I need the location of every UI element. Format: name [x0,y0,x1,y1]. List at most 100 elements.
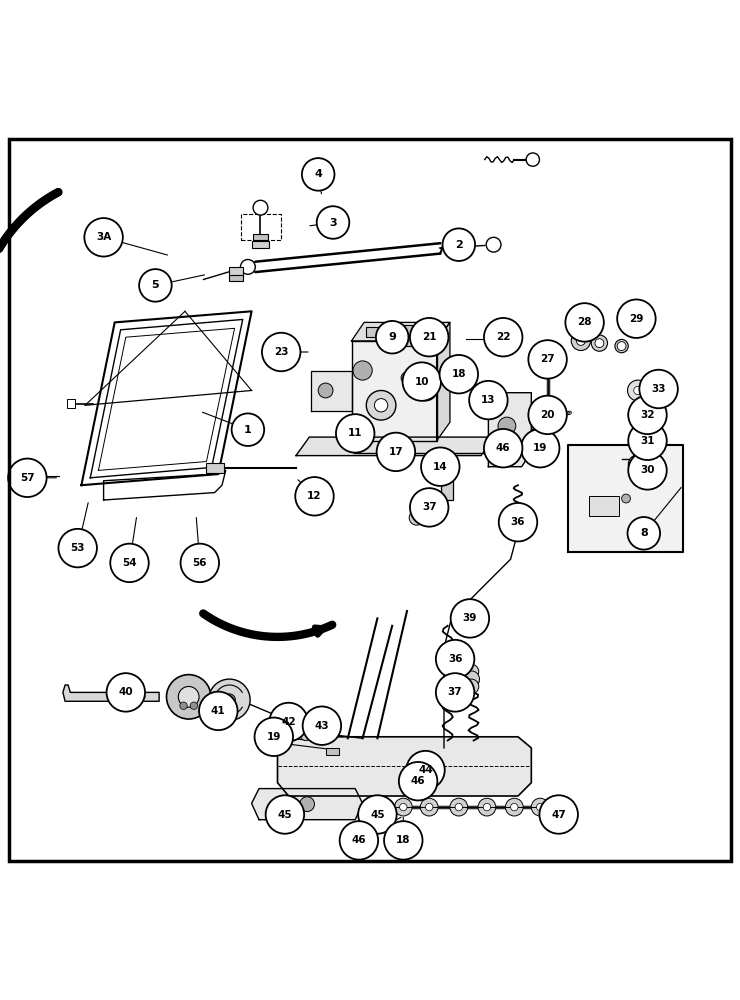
Text: 45: 45 [278,810,292,820]
Circle shape [403,362,441,401]
Text: 19: 19 [533,443,548,453]
Polygon shape [311,370,352,411]
Text: 39: 39 [462,613,477,623]
Circle shape [253,200,268,215]
Text: 14: 14 [433,462,448,472]
Text: 44: 44 [418,765,433,775]
Circle shape [419,504,425,510]
Circle shape [366,390,396,420]
Circle shape [633,386,642,395]
Circle shape [464,664,479,679]
Circle shape [199,692,238,730]
Circle shape [240,260,255,274]
Polygon shape [296,437,494,456]
Bar [633,454,640,463]
Text: 46: 46 [411,776,426,786]
Circle shape [266,795,304,834]
Bar [589,496,619,516]
Circle shape [478,798,496,816]
Circle shape [139,269,172,302]
Circle shape [410,488,448,527]
Circle shape [401,372,413,384]
Text: 46: 46 [496,443,511,453]
Circle shape [420,505,435,520]
Circle shape [336,414,374,453]
Text: 43: 43 [314,721,329,731]
Text: 4: 4 [314,169,322,179]
Text: 18: 18 [396,835,411,845]
Circle shape [463,671,480,687]
Circle shape [615,339,628,353]
Circle shape [484,429,522,467]
Circle shape [634,461,642,468]
Circle shape [595,339,604,348]
Text: 56: 56 [192,558,207,568]
Circle shape [223,694,235,706]
Polygon shape [352,341,437,441]
Bar [531,422,542,429]
Circle shape [436,673,474,712]
Circle shape [539,795,578,834]
Circle shape [262,333,300,371]
Circle shape [414,500,429,515]
Text: 23: 23 [274,347,289,357]
Text: 20: 20 [540,410,555,420]
Circle shape [409,510,424,525]
Circle shape [282,717,295,730]
Text: 53: 53 [70,543,85,553]
Circle shape [629,430,647,447]
Circle shape [181,544,219,582]
Circle shape [110,544,149,582]
Polygon shape [437,322,450,441]
Circle shape [178,686,199,707]
Circle shape [571,331,591,351]
Circle shape [639,370,678,408]
Text: 21: 21 [422,332,437,342]
Circle shape [450,798,468,816]
Circle shape [486,237,501,252]
Text: 2: 2 [455,240,462,250]
Circle shape [469,381,508,419]
Text: 3A: 3A [96,232,111,242]
Text: 11: 11 [348,428,363,438]
Circle shape [8,459,47,497]
Circle shape [425,510,431,516]
Circle shape [628,455,648,474]
Circle shape [303,706,341,745]
Circle shape [511,803,518,811]
Circle shape [340,821,378,860]
Circle shape [190,702,198,709]
Circle shape [255,718,293,756]
Bar [240,214,281,240]
Bar [326,748,339,755]
Circle shape [455,803,462,811]
Text: 3: 3 [329,218,337,228]
Circle shape [536,803,544,811]
Circle shape [384,821,423,860]
Circle shape [484,318,522,356]
Circle shape [58,529,97,567]
Circle shape [410,318,448,356]
Circle shape [414,377,437,401]
Circle shape [628,380,648,401]
Text: 42: 42 [281,717,296,727]
Circle shape [302,158,334,191]
Circle shape [526,153,539,166]
Circle shape [505,798,523,816]
Circle shape [483,803,491,811]
Text: 1: 1 [244,425,252,435]
Circle shape [628,422,667,460]
Text: 19: 19 [266,732,281,742]
Circle shape [628,517,660,550]
Circle shape [488,332,501,345]
Circle shape [617,299,656,338]
Circle shape [505,443,513,450]
Circle shape [443,228,475,261]
Circle shape [576,336,585,345]
Circle shape [353,361,372,380]
Circle shape [166,675,211,719]
Text: 37: 37 [448,687,462,697]
Circle shape [377,433,415,471]
Text: 54: 54 [122,558,137,568]
Circle shape [232,413,264,446]
